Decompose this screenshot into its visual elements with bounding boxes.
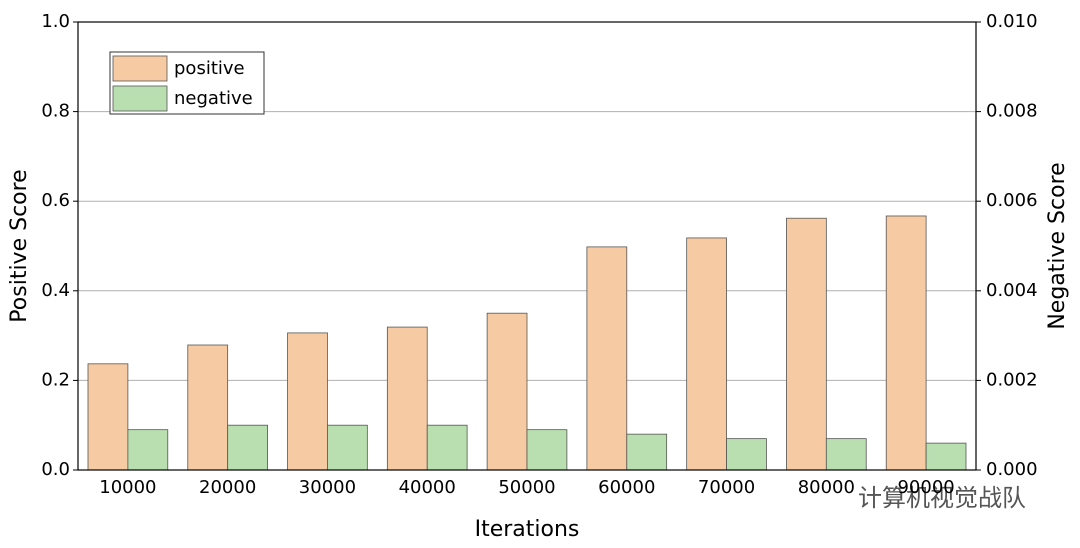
bar <box>327 424 368 471</box>
y-tick-label: 0.2 <box>41 369 70 390</box>
x-tick-label: 70000 <box>698 477 755 498</box>
x-tick-label: 50000 <box>498 477 555 498</box>
y2-axis-title: Negative Score <box>1045 162 1070 329</box>
bar <box>287 332 328 471</box>
x-axis-title: Iterations <box>475 517 580 542</box>
bar <box>227 424 268 471</box>
x-tick-label: 80000 <box>798 477 855 498</box>
legend-label: negative <box>174 88 253 109</box>
y2-tick-label: 0.000 <box>986 459 1038 480</box>
y-axis-title: Positive Score <box>7 169 32 322</box>
plot-frame <box>77 21 977 471</box>
bar <box>686 237 727 471</box>
x-tick-label: 10000 <box>99 477 156 498</box>
legend-swatch <box>112 85 168 112</box>
bar <box>925 442 967 471</box>
legend-swatch <box>112 55 168 82</box>
y-tick-label: 0.4 <box>41 280 70 301</box>
watermark: 计算机视觉战队 <box>858 484 1026 512</box>
x-tick-label: 90000 <box>897 477 954 498</box>
y2-tick-label: 0.006 <box>986 190 1038 211</box>
bar <box>526 429 568 471</box>
y-tick-label: 0.6 <box>41 190 70 211</box>
legend-label: positive <box>174 58 245 79</box>
x-tick-label: 60000 <box>598 477 655 498</box>
bar <box>187 344 229 471</box>
bar <box>426 424 468 471</box>
x-tick-label: 40000 <box>399 477 456 498</box>
bar <box>386 326 428 471</box>
x-tick-label: 20000 <box>199 477 256 498</box>
bar <box>885 215 927 471</box>
bar <box>586 246 628 471</box>
bar <box>786 217 827 471</box>
y-tick-label: 0.0 <box>41 459 70 480</box>
y-tick-label: 1.0 <box>41 11 70 32</box>
y2-tick-label: 0.010 <box>986 11 1038 32</box>
y2-tick-label: 0.004 <box>986 280 1038 301</box>
bar <box>486 312 528 471</box>
bar <box>726 438 767 471</box>
x-tick-label: 30000 <box>299 477 356 498</box>
y-tick-label: 0.8 <box>41 101 70 122</box>
bar <box>825 438 867 471</box>
bar <box>87 363 129 471</box>
y2-tick-label: 0.002 <box>986 369 1038 390</box>
y2-tick-label: 0.008 <box>986 101 1038 122</box>
bar <box>127 429 169 471</box>
bar <box>626 433 668 471</box>
